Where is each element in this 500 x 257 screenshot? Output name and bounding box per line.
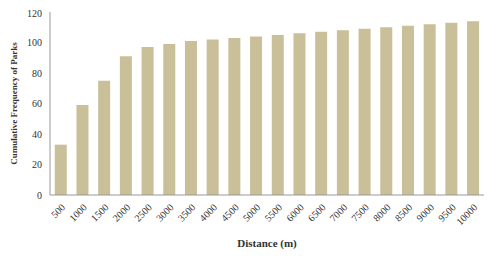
svg-text:4500: 4500 (219, 202, 241, 224)
svg-text:8500: 8500 (393, 202, 415, 224)
svg-text:0: 0 (37, 190, 42, 201)
svg-text:120: 120 (27, 8, 42, 19)
svg-text:80: 80 (32, 68, 42, 79)
svg-text:500: 500 (49, 202, 67, 220)
svg-text:3500: 3500 (176, 202, 198, 224)
svg-text:8000: 8000 (371, 202, 393, 224)
svg-text:6000: 6000 (284, 202, 306, 224)
svg-text:Distance (m): Distance (m) (237, 237, 297, 249)
svg-text:7000: 7000 (327, 202, 349, 224)
svg-text:100: 100 (27, 37, 42, 48)
svg-text:10000: 10000 (454, 202, 479, 227)
svg-text:3000: 3000 (154, 202, 176, 224)
svg-text:Cumulative Frequency of Parks: Cumulative Frequency of Parks (9, 42, 19, 165)
svg-text:1500: 1500 (89, 202, 111, 224)
svg-text:7500: 7500 (349, 202, 371, 224)
svg-text:1000: 1000 (67, 202, 89, 224)
svg-text:5000: 5000 (241, 202, 263, 224)
svg-text:2500: 2500 (132, 202, 154, 224)
svg-text:40: 40 (32, 129, 42, 140)
svg-text:6500: 6500 (306, 202, 328, 224)
svg-text:4000: 4000 (197, 202, 219, 224)
svg-text:20: 20 (32, 159, 42, 170)
svg-text:2000: 2000 (110, 202, 132, 224)
svg-text:60: 60 (32, 98, 42, 109)
svg-text:9000: 9000 (414, 202, 436, 224)
svg-text:5500: 5500 (262, 202, 284, 224)
svg-text:9500: 9500 (436, 201, 458, 224)
